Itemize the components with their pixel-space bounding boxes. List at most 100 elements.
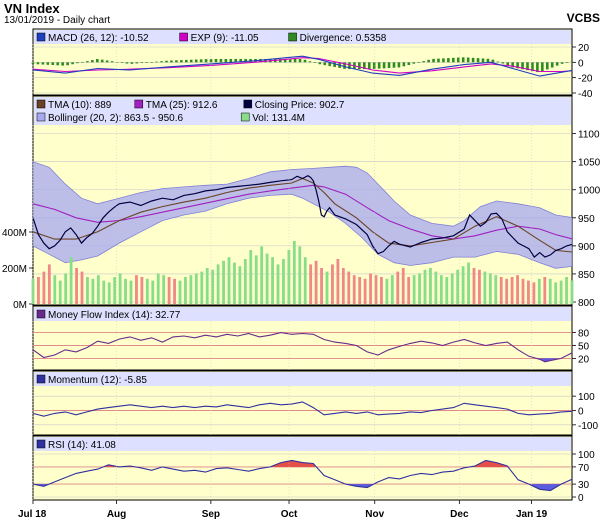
- macd-divergence-bar: [565, 62, 569, 63]
- bollinger-lower-line: [32, 193, 573, 269]
- macd-divergence-bar: [456, 57, 460, 63]
- macd-line: [32, 55, 573, 77]
- volume-bar: [380, 277, 383, 304]
- volume-bar: [47, 264, 51, 304]
- price-legend-swatch: [36, 112, 46, 122]
- volume-bar: [129, 280, 133, 304]
- macd-divergence-bar: [466, 57, 470, 63]
- volume-bar: [102, 280, 106, 304]
- volume-bar: [271, 257, 274, 304]
- macd-divergence-bar: [283, 58, 287, 63]
- macd-divergence-bar: [377, 62, 381, 69]
- volume-bar: [162, 275, 166, 304]
- macd-divergence-bar: [476, 58, 480, 63]
- macd-divergence-bar: [31, 62, 35, 65]
- macd-divergence-bar: [81, 62, 84, 63]
- macd-divergence-bar: [481, 58, 485, 63]
- macd-divergence-bar: [76, 62, 79, 64]
- volume-bar: [559, 280, 563, 304]
- price-ytick-label: 800: [578, 298, 595, 309]
- volume-bar: [434, 271, 438, 304]
- macd-divergence-bar: [175, 60, 178, 63]
- volume-bar: [363, 278, 367, 304]
- xtick-label: Jul 18: [18, 509, 47, 520]
- volume-bar: [107, 282, 111, 304]
- macd-legend-swatch: [288, 32, 297, 42]
- volume-bar: [37, 277, 40, 304]
- price-legend-label: TMA (10): 889: [48, 100, 112, 111]
- rsi-ytick-label: 0: [578, 493, 584, 504]
- macd-divergence-bar: [214, 58, 218, 63]
- volume-bar: [423, 269, 427, 304]
- price-ytick-label: 1000: [578, 186, 601, 197]
- macd-divergence-bar: [219, 58, 223, 63]
- volume-bar: [243, 259, 247, 304]
- macd-divergence-bar: [447, 58, 450, 63]
- macd-divergence-bar: [140, 62, 144, 63]
- volume-bar: [156, 273, 160, 304]
- volume-bar: [396, 271, 400, 304]
- macd-divergence-bar: [442, 58, 445, 63]
- volume-bar: [238, 266, 242, 304]
- volume-bar: [265, 253, 269, 304]
- volume-bar: [276, 264, 280, 304]
- volume-bar: [358, 277, 362, 304]
- macd-legend-swatch: [179, 32, 188, 42]
- macd-divergence-bar: [541, 62, 544, 72]
- volume-bar: [407, 277, 411, 304]
- macd-divergence-bar: [91, 60, 94, 63]
- macd-divergence-bar: [229, 58, 233, 63]
- macd-divergence-bar: [130, 62, 134, 64]
- volume-bar: [461, 266, 465, 304]
- volume-ytick-label: 0M: [13, 300, 27, 311]
- price-legend-label: Closing Price: 902.7: [255, 100, 345, 111]
- macd-divergence-bar: [397, 62, 401, 68]
- rsi-ytick-label: 30: [578, 480, 590, 491]
- macd-divergence-bar: [313, 62, 317, 63]
- volume-bar: [194, 273, 198, 304]
- xtick-label: Aug: [107, 509, 126, 520]
- rsi-legend-swatch: [36, 439, 46, 449]
- macd-divergence-bar: [363, 62, 366, 70]
- macd-legend-label: Divergence: 0.5358: [300, 33, 387, 44]
- volume-bar: [478, 269, 481, 304]
- macd-divergence-bar: [46, 62, 50, 65]
- xtick-label: Dec: [450, 509, 469, 520]
- price-legend-label: Vol: 131.4M: [252, 113, 305, 124]
- chart-subtitle: 13/01/2019 - Daily chart: [4, 15, 111, 26]
- volume-bar: [347, 271, 351, 304]
- rsi-ytick-label: 70: [578, 463, 590, 474]
- volume-bar: [292, 241, 296, 304]
- volume-bar: [532, 282, 536, 304]
- price-legend-swatch: [243, 99, 253, 109]
- volume-bar: [494, 275, 498, 304]
- rsi-overbought-area: [469, 460, 508, 467]
- price-ytick-label: 1050: [578, 158, 601, 169]
- rsi-ytick-label: 100: [578, 450, 595, 461]
- volume-bar: [548, 278, 552, 304]
- macd-divergence-bar: [550, 62, 554, 68]
- volume-bar: [287, 250, 291, 304]
- macd-divergence-bar: [155, 61, 158, 63]
- closing-price-line: [32, 175, 573, 258]
- volume-bar: [565, 277, 568, 304]
- macd-divergence-bar: [526, 62, 529, 71]
- macd-divergence-bar: [41, 62, 45, 65]
- volume-bar: [516, 275, 519, 304]
- volume-bar: [145, 278, 149, 304]
- macd-divergence-bar: [150, 62, 153, 63]
- macd-divergence-bar: [51, 62, 55, 66]
- macd-divergence-bar: [86, 61, 89, 63]
- xtick-label: Sep: [202, 509, 220, 520]
- macd-divergence-bar: [471, 57, 475, 63]
- volume-bar: [390, 275, 394, 304]
- macd-divergence-bar: [545, 62, 549, 70]
- macd-divergence-bar: [516, 62, 519, 69]
- chart-header: VN Index 13/01/2019 - Daily chart VCBS: [4, 0, 602, 28]
- macd-divergence-bar: [160, 61, 163, 63]
- price-legend-label: TMA (25): 912.6: [146, 100, 218, 111]
- xtick-label: Oct: [281, 509, 298, 520]
- macd-divergence-bar: [511, 62, 514, 68]
- volume-bar: [260, 246, 264, 304]
- macd-divergence-bar: [95, 59, 99, 63]
